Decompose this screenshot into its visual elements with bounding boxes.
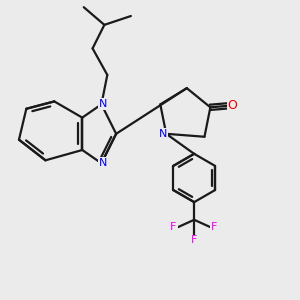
Text: F: F — [211, 222, 217, 232]
Text: N: N — [99, 158, 107, 168]
Text: F: F — [170, 222, 177, 232]
Text: O: O — [227, 99, 237, 112]
Text: N: N — [159, 129, 167, 139]
Text: F: F — [191, 236, 197, 245]
Text: N: N — [99, 99, 107, 110]
